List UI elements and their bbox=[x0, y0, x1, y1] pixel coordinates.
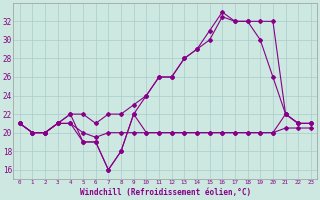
X-axis label: Windchill (Refroidissement éolien,°C): Windchill (Refroidissement éolien,°C) bbox=[80, 188, 251, 197]
